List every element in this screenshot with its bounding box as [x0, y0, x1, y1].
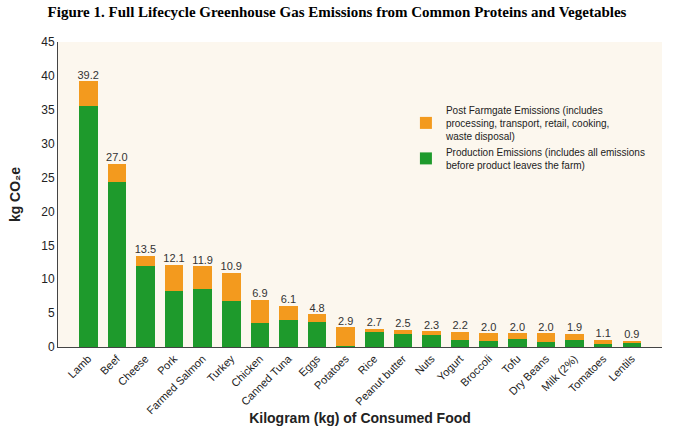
svg-text:2.2: 2.2 — [452, 319, 467, 331]
svg-text:6.9: 6.9 — [252, 287, 267, 299]
svg-text:27.0: 27.0 — [106, 151, 127, 163]
svg-text:11.9: 11.9 — [192, 254, 213, 266]
svg-text:12.1: 12.1 — [163, 252, 184, 264]
svg-text:5: 5 — [48, 306, 55, 320]
svg-text:Canned Tuna: Canned Tuna — [239, 352, 295, 408]
svg-text:2.0: 2.0 — [481, 321, 496, 333]
svg-text:40: 40 — [41, 69, 55, 83]
svg-text:Pork: Pork — [155, 352, 180, 377]
svg-text:Lamb: Lamb — [66, 353, 94, 381]
svg-text:13.5: 13.5 — [135, 243, 156, 255]
svg-text:20: 20 — [41, 205, 55, 219]
svg-text:Chicken: Chicken — [229, 353, 266, 390]
svg-text:Farmed Salmon: Farmed Salmon — [144, 353, 208, 417]
svg-text:2.0: 2.0 — [538, 321, 553, 333]
svg-text:30: 30 — [41, 137, 55, 151]
svg-text:6.1: 6.1 — [281, 293, 296, 305]
svg-text:Yogurt: Yogurt — [435, 353, 466, 384]
svg-text:Tomatoes: Tomatoes — [566, 352, 609, 395]
svg-text:2.7: 2.7 — [367, 316, 382, 328]
svg-text:Kilogram (kg) of Consumed Food: Kilogram (kg) of Consumed Food — [249, 410, 471, 426]
svg-text:Rice: Rice — [356, 353, 380, 377]
svg-text:15: 15 — [41, 239, 55, 253]
svg-text:Post Farmgate Emissions (inclu: Post Farmgate Emissions (includesprocess… — [445, 105, 609, 142]
svg-text:2.0: 2.0 — [510, 321, 525, 333]
svg-text:1.1: 1.1 — [596, 327, 611, 339]
svg-text:Lentils: Lentils — [606, 352, 637, 383]
svg-text:35: 35 — [41, 103, 55, 117]
svg-text:Peanut butter: Peanut butter — [353, 352, 408, 407]
svg-text:Turkey: Turkey — [205, 352, 237, 384]
svg-text:Nuts: Nuts — [412, 352, 437, 377]
svg-text:kg CO₂e: kg CO₂e — [7, 167, 23, 222]
svg-text:2.3: 2.3 — [424, 319, 439, 331]
svg-text:Tofu: Tofu — [499, 353, 522, 376]
svg-text:Milk (2%): Milk (2%) — [539, 353, 580, 394]
svg-text:25: 25 — [41, 171, 55, 185]
svg-text:4.8: 4.8 — [309, 302, 324, 314]
svg-text:1.9: 1.9 — [567, 321, 582, 333]
svg-text:Dry Beans: Dry Beans — [506, 352, 551, 397]
svg-text:Beef: Beef — [98, 352, 123, 377]
svg-text:0.9: 0.9 — [624, 328, 639, 340]
svg-text:2.5: 2.5 — [395, 317, 410, 329]
svg-text:Eggs: Eggs — [296, 352, 323, 379]
svg-text:10.9: 10.9 — [221, 260, 242, 272]
svg-text:Potatoes: Potatoes — [312, 352, 352, 392]
svg-text:0: 0 — [48, 340, 55, 354]
svg-text:Figure 1. Full Lifecycle Green: Figure 1. Full Lifecycle Greenhouse Gas … — [48, 4, 627, 20]
svg-text:10: 10 — [41, 272, 55, 286]
svg-text:Broccoli: Broccoli — [458, 353, 494, 389]
svg-text:45: 45 — [41, 35, 55, 49]
svg-text:Production Emissions (includes: Production Emissions (includes all emiss… — [446, 147, 645, 171]
svg-text:39.2: 39.2 — [77, 69, 98, 81]
svg-text:Cheese: Cheese — [115, 353, 150, 388]
svg-text:2.9: 2.9 — [338, 315, 353, 327]
